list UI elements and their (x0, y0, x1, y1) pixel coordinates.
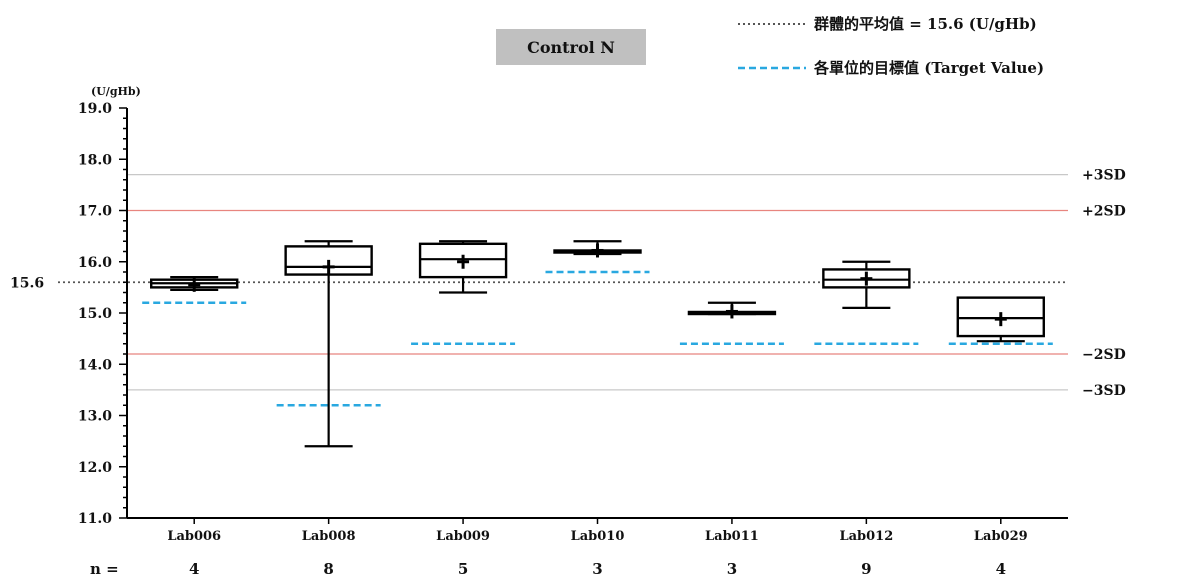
x-category-label: Lab012 (839, 529, 893, 544)
legend-target-text: 各單位的目標值 (Target Value) (813, 59, 1044, 77)
x-category-label: Lab008 (302, 529, 356, 544)
chart-title: Control N (527, 38, 615, 57)
y-tick-label: 18.0 (78, 152, 112, 168)
y-axis-unit-label: (U/gHb) (91, 85, 141, 98)
x-category-label: Lab010 (571, 529, 625, 544)
y-tick-label: 17.0 (78, 204, 112, 220)
reference-label-3: −3SD (1082, 383, 1126, 399)
y-tick-label: 14.0 (78, 357, 112, 373)
n-count-label: 8 (323, 560, 333, 578)
box-group-lab009 (411, 240, 516, 345)
reference-label-1: +2SD (1082, 204, 1126, 220)
y-tick-label: 16.0 (78, 255, 112, 271)
y-tick-label: 12.0 (78, 460, 112, 476)
x-category-label: Lab011 (705, 529, 759, 544)
box-group-lab029 (948, 296, 1053, 345)
y-tick-label: 19.0 (78, 101, 112, 117)
x-category-label: Lab029 (974, 529, 1028, 544)
n-count-label: 4 (996, 560, 1006, 578)
mean-value-label: 15.6 (10, 275, 44, 291)
y-tick-label: 11.0 (78, 511, 112, 527)
n-count-label: 3 (727, 560, 737, 578)
box-group-lab008 (276, 240, 381, 448)
reference-label-0: +3SD (1082, 168, 1126, 184)
n-count-label: 5 (458, 560, 468, 578)
reference-label-2: −2SD (1082, 347, 1126, 363)
chart-title-box (496, 29, 646, 65)
n-count-label: 3 (592, 560, 602, 578)
x-category-label: Lab009 (436, 529, 490, 544)
n-count-label: 4 (189, 560, 199, 578)
y-tick-label: 15.0 (78, 306, 112, 322)
x-category-label: Lab006 (167, 529, 221, 544)
n-prefix-label: n = (90, 560, 119, 578)
n-count-label: 9 (861, 560, 871, 578)
box-group-lab011 (679, 301, 784, 345)
box-group-lab010 (545, 240, 650, 274)
legend-mean-text: 群體的平均值 = 15.6 (U/gHb) (814, 15, 1037, 33)
box-group-lab006 (142, 276, 247, 304)
box-group-lab012 (814, 260, 919, 345)
y-tick-label: 13.0 (78, 409, 112, 425)
